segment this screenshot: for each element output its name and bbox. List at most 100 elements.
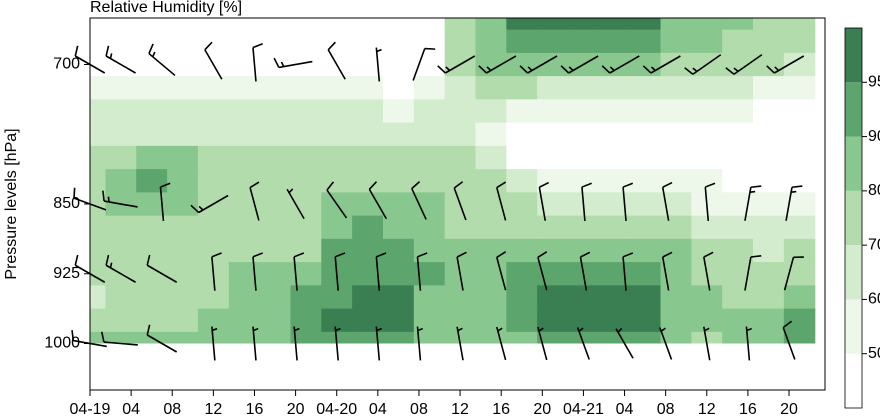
contour-cell xyxy=(568,76,600,100)
contour-cell xyxy=(228,331,261,344)
wind-barb xyxy=(252,42,263,82)
contour-cell xyxy=(90,308,107,333)
contour-cell xyxy=(167,285,199,310)
x-tick-label: 08 xyxy=(163,401,181,418)
contour-cell xyxy=(290,262,322,286)
contour-cell xyxy=(506,145,538,170)
contour-cell xyxy=(722,192,754,217)
contour-cell xyxy=(259,169,292,193)
wind-barb xyxy=(101,331,138,346)
contour-cell xyxy=(321,238,353,263)
contour-cell xyxy=(136,52,168,77)
contour-cell xyxy=(413,99,446,124)
contour-cell xyxy=(259,122,292,147)
contour-cell xyxy=(598,238,631,263)
contour-cell xyxy=(660,122,692,147)
contour-cell xyxy=(413,18,446,31)
contour-cell xyxy=(691,215,723,240)
contour-cell xyxy=(197,331,230,344)
contour-cell xyxy=(506,29,538,54)
x-tick-label: 20 xyxy=(533,401,551,418)
contour-cell xyxy=(444,99,477,124)
contour-cell xyxy=(691,122,723,147)
contour-cell xyxy=(537,308,569,333)
contour-cell xyxy=(475,76,507,100)
contour-cell xyxy=(167,215,199,240)
contour-cell xyxy=(105,308,137,333)
contour-cell xyxy=(629,145,662,170)
y-axis-label: Pressure levels [hPa] xyxy=(3,128,20,279)
wind-barb xyxy=(105,45,136,74)
wind-barb xyxy=(478,55,517,74)
contour-cell xyxy=(259,308,292,333)
contour-cell xyxy=(598,99,631,124)
x-tick-label: 20 xyxy=(287,401,305,418)
wind-barb xyxy=(496,181,507,221)
colorbar-label: 90 xyxy=(868,128,880,145)
contour-cell xyxy=(259,192,292,217)
contour-cell xyxy=(475,262,507,286)
contour-cell xyxy=(568,29,600,54)
contour-cell xyxy=(382,122,415,147)
wind-barb xyxy=(375,47,382,82)
y-tick-label: 850 xyxy=(53,195,80,212)
wind-barb xyxy=(334,252,346,291)
contour-cell xyxy=(197,122,230,147)
contour-cell xyxy=(105,169,137,193)
x-tick-label: 16 xyxy=(492,401,510,418)
wind-barb xyxy=(537,326,548,361)
contour-cell xyxy=(722,238,754,263)
contour-cell xyxy=(136,169,168,193)
contour-cell xyxy=(629,308,662,333)
contour-cell xyxy=(382,99,415,124)
contour-cell xyxy=(691,29,723,54)
contour-cell xyxy=(537,192,569,217)
x-tick-label: 08 xyxy=(657,401,675,418)
contour-cell xyxy=(167,76,199,100)
contour-cell xyxy=(506,215,538,240)
contour-cell xyxy=(90,99,107,124)
contour-cell xyxy=(475,18,507,31)
wind-barb xyxy=(456,326,464,361)
contour-cell xyxy=(167,99,199,124)
contour-cell xyxy=(660,18,692,31)
wind-barb xyxy=(496,251,507,291)
contour-cell xyxy=(722,215,754,240)
contour-cell xyxy=(753,52,785,77)
wind-barb xyxy=(211,326,218,361)
contour-cell xyxy=(259,52,292,77)
contour-cell xyxy=(167,331,199,344)
wind-barb xyxy=(148,43,176,77)
contour-cell xyxy=(197,285,230,310)
contour-cell xyxy=(105,122,137,147)
x-tick-label: 12 xyxy=(698,401,716,418)
contour-cell xyxy=(506,76,538,100)
contour-cell xyxy=(228,262,261,286)
contour-cell xyxy=(753,215,785,240)
contour-cell xyxy=(105,285,137,310)
contour-cell xyxy=(228,52,261,77)
contour-cell xyxy=(475,215,507,240)
contour-cell xyxy=(722,262,754,286)
contour-cell xyxy=(506,238,538,263)
contour-cell xyxy=(537,238,569,263)
contour-cell xyxy=(167,145,199,170)
contour-cell xyxy=(783,76,816,100)
contour-cell xyxy=(475,145,507,170)
contour-cell xyxy=(598,192,631,217)
wind-barb xyxy=(368,181,388,220)
wind-barb xyxy=(293,252,305,291)
contour-cell xyxy=(475,192,507,217)
contour-cell xyxy=(753,18,785,31)
contour-cell xyxy=(352,18,384,31)
contour-cell xyxy=(568,99,600,124)
contour-cell xyxy=(136,76,168,100)
y-tick-label: 700 xyxy=(53,56,80,73)
contour-cell xyxy=(660,215,692,240)
contour-cell xyxy=(228,308,261,333)
contour-cell xyxy=(475,285,507,310)
contour-cell xyxy=(321,99,353,124)
contour-cell xyxy=(629,52,662,77)
contour-cell xyxy=(228,215,261,240)
